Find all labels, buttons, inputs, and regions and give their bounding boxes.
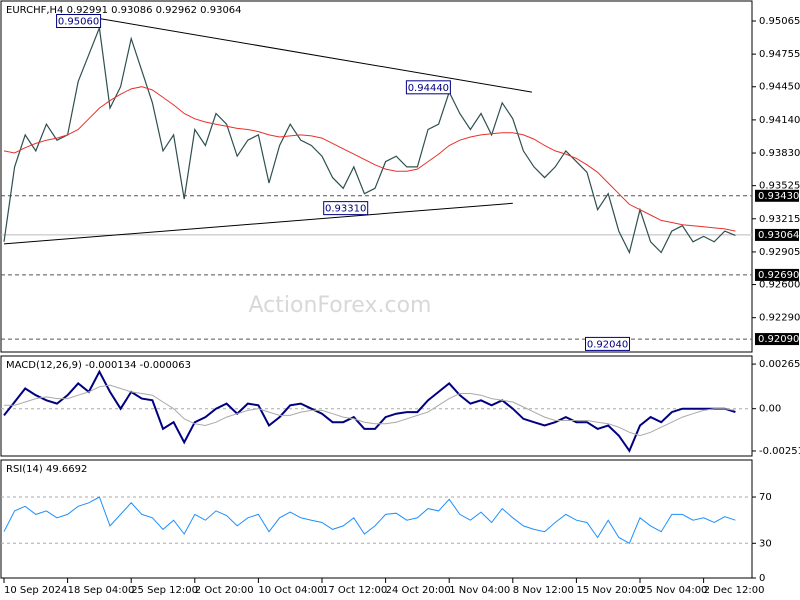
y-tick-label: 0.92600 — [759, 280, 800, 291]
series-line — [3, 369, 736, 453]
level-label: 0.93430 — [758, 191, 799, 202]
x-tick-label: 24 Oct 20:00 — [386, 585, 451, 596]
panel-frame — [0, 459, 753, 579]
panel-frame — [0, 355, 753, 457]
annotation-box — [323, 201, 369, 216]
x-tick-label: 25 Nov 04:00 — [640, 585, 707, 596]
trend-line — [3, 202, 513, 245]
level-box — [755, 189, 799, 202]
annotation-label: 0.93310 — [325, 204, 366, 215]
watermark: ActionForex.com — [249, 293, 432, 318]
annotation-label: 0.92040 — [587, 339, 628, 350]
level-label: 0.92690 — [758, 270, 799, 281]
x-tick-label: 10 Sep 2024 — [4, 585, 67, 596]
annotation-label: 0.94440 — [408, 83, 449, 94]
panel-title: EURCHF,H4 0.92991 0.93086 0.92962 0.9306… — [6, 5, 242, 16]
x-tick-label: 8 Nov 12:00 — [513, 585, 574, 596]
y-tick-label: 0.94140 — [759, 115, 800, 126]
trend-line — [98, 17, 532, 93]
series-line — [3, 25, 736, 255]
y-tick-label: -0.002511 — [759, 446, 800, 457]
level-box — [755, 228, 799, 241]
y-tick-label: 0.00 — [759, 404, 781, 415]
x-tick-label: 10 Oct 04:00 — [258, 585, 323, 596]
series-line — [3, 86, 736, 232]
panel-title: MACD(12,26,9) -0.000134 -0.000063 — [6, 360, 191, 371]
y-tick-label: 0.00265 — [759, 359, 800, 370]
x-tick-label: 18 Sep 04:00 — [68, 585, 135, 596]
y-tick-label: 0.93830 — [759, 148, 800, 159]
y-tick-label: 0 — [759, 573, 765, 584]
y-tick-label: 30 — [759, 538, 772, 549]
y-tick-label: 0.92905 — [759, 247, 800, 258]
level-label: 0.92090 — [758, 334, 799, 345]
y-tick-label: 0.93525 — [759, 181, 800, 192]
x-tick-label: 2 Dec 12:00 — [704, 585, 765, 596]
level-box — [755, 333, 799, 346]
x-tick-label: 15 Nov 20:00 — [576, 585, 643, 596]
x-tick-label: 25 Sep 12:00 — [131, 585, 198, 596]
annotation-label: 0.95060 — [58, 17, 99, 28]
series-line — [3, 496, 736, 545]
series-line — [4, 384, 736, 437]
y-tick-label: 0.94755 — [759, 49, 800, 60]
annotation-box — [405, 80, 451, 95]
y-tick-label: 0.95065 — [759, 16, 800, 27]
x-tick-label: 2 Oct 20:00 — [195, 585, 254, 596]
x-tick-label: 1 Nov 04:00 — [449, 585, 510, 596]
y-tick-label: 0.94450 — [759, 82, 800, 93]
y-tick-label: 70 — [759, 492, 772, 503]
level-label: 0.93064 — [758, 230, 799, 241]
panel-frame — [0, 0, 753, 353]
annotation-box — [56, 14, 102, 29]
annotation-box — [585, 336, 631, 351]
y-tick-label: 0.93215 — [759, 214, 800, 225]
y-tick-label: 0.92290 — [759, 313, 800, 324]
x-tick-label: 17 Oct 12:00 — [322, 585, 387, 596]
level-box — [755, 268, 799, 281]
panel-title: RSI(14) 49.6692 — [6, 464, 87, 475]
